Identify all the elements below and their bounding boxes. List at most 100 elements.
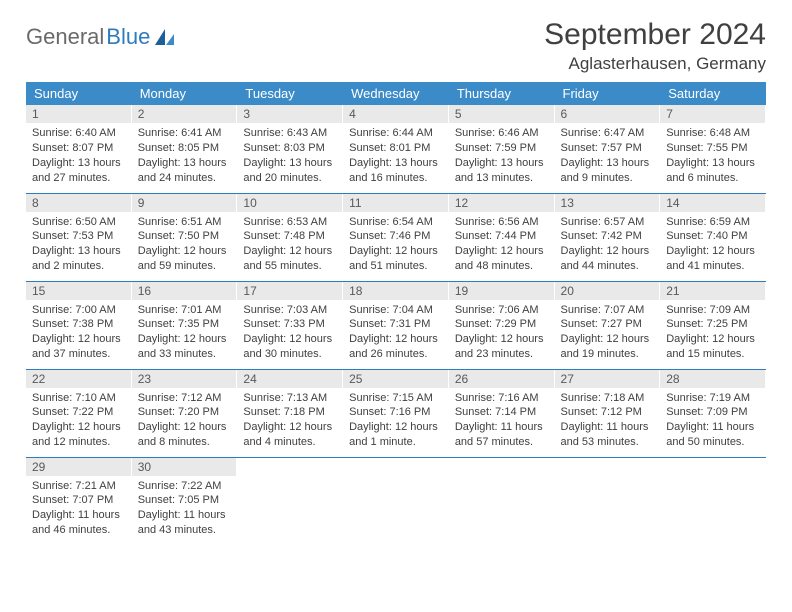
day-number: 30 [132,458,238,476]
day-number: 23 [132,370,238,388]
day-number: 2 [132,105,238,123]
day-number: 12 [449,194,555,212]
day-details: Sunrise: 7:00 AMSunset: 7:38 PMDaylight:… [26,300,132,366]
calendar-cell: 6Sunrise: 6:47 AMSunset: 7:57 PMDaylight… [555,105,661,193]
day-number: 13 [555,194,661,212]
day-number: 9 [132,194,238,212]
logo-text-general: General [26,24,104,50]
calendar-cell: 1Sunrise: 6:40 AMSunset: 8:07 PMDaylight… [26,105,132,193]
calendar-cell: 15Sunrise: 7:00 AMSunset: 7:38 PMDayligh… [26,281,132,369]
day-number: 22 [26,370,132,388]
day-details: Sunrise: 7:13 AMSunset: 7:18 PMDaylight:… [237,388,343,454]
calendar-cell: 14Sunrise: 6:59 AMSunset: 7:40 PMDayligh… [660,193,766,281]
calendar-cell: 7Sunrise: 6:48 AMSunset: 7:55 PMDaylight… [660,105,766,193]
day-details: Sunrise: 7:09 AMSunset: 7:25 PMDaylight:… [660,300,766,366]
day-details: Sunrise: 6:44 AMSunset: 8:01 PMDaylight:… [343,123,449,189]
day-number: 8 [26,194,132,212]
calendar-cell: 24Sunrise: 7:13 AMSunset: 7:18 PMDayligh… [237,369,343,457]
day-details: Sunrise: 7:16 AMSunset: 7:14 PMDaylight:… [449,388,555,454]
day-details: Sunrise: 7:21 AMSunset: 7:07 PMDaylight:… [26,476,132,542]
day-details: Sunrise: 6:48 AMSunset: 7:55 PMDaylight:… [660,123,766,189]
day-number: 17 [237,282,343,300]
calendar-cell: 25Sunrise: 7:15 AMSunset: 7:16 PMDayligh… [343,369,449,457]
day-details: Sunrise: 6:41 AMSunset: 8:05 PMDaylight:… [132,123,238,189]
calendar-cell: 10Sunrise: 6:53 AMSunset: 7:48 PMDayligh… [237,193,343,281]
day-number: 27 [555,370,661,388]
calendar-cell: 21Sunrise: 7:09 AMSunset: 7:25 PMDayligh… [660,281,766,369]
calendar-cell: 20Sunrise: 7:07 AMSunset: 7:27 PMDayligh… [555,281,661,369]
day-number: 7 [660,105,766,123]
calendar-cell: 30Sunrise: 7:22 AMSunset: 7:05 PMDayligh… [132,457,238,545]
calendar-cell-empty [343,457,449,545]
day-details: Sunrise: 7:07 AMSunset: 7:27 PMDaylight:… [555,300,661,366]
day-number: 4 [343,105,449,123]
day-details: Sunrise: 7:04 AMSunset: 7:31 PMDaylight:… [343,300,449,366]
day-details: Sunrise: 7:01 AMSunset: 7:35 PMDaylight:… [132,300,238,366]
calendar-cell-empty [237,457,343,545]
title-block: September 2024 Aglasterhausen, Germany [544,18,766,74]
day-details: Sunrise: 6:47 AMSunset: 7:57 PMDaylight:… [555,123,661,189]
calendar-row: 22Sunrise: 7:10 AMSunset: 7:22 PMDayligh… [26,369,766,457]
day-number: 15 [26,282,132,300]
weekday-header: Tuesday [237,82,343,105]
day-details: Sunrise: 7:06 AMSunset: 7:29 PMDaylight:… [449,300,555,366]
day-details: Sunrise: 6:43 AMSunset: 8:03 PMDaylight:… [237,123,343,189]
day-number: 20 [555,282,661,300]
day-details: Sunrise: 7:15 AMSunset: 7:16 PMDaylight:… [343,388,449,454]
day-details: Sunrise: 6:46 AMSunset: 7:59 PMDaylight:… [449,123,555,189]
weekday-header: Monday [132,82,238,105]
weekday-header-row: Sunday Monday Tuesday Wednesday Thursday… [26,82,766,105]
calendar-cell: 8Sunrise: 6:50 AMSunset: 7:53 PMDaylight… [26,193,132,281]
calendar-cell: 18Sunrise: 7:04 AMSunset: 7:31 PMDayligh… [343,281,449,369]
calendar-cell: 29Sunrise: 7:21 AMSunset: 7:07 PMDayligh… [26,457,132,545]
header: GeneralBlue September 2024 Aglasterhause… [26,18,766,74]
day-number: 26 [449,370,555,388]
day-number: 28 [660,370,766,388]
day-details: Sunrise: 7:03 AMSunset: 7:33 PMDaylight:… [237,300,343,366]
calendar-cell: 26Sunrise: 7:16 AMSunset: 7:14 PMDayligh… [449,369,555,457]
day-details: Sunrise: 6:56 AMSunset: 7:44 PMDaylight:… [449,212,555,278]
calendar-cell: 4Sunrise: 6:44 AMSunset: 8:01 PMDaylight… [343,105,449,193]
calendar-cell: 22Sunrise: 7:10 AMSunset: 7:22 PMDayligh… [26,369,132,457]
calendar-row: 15Sunrise: 7:00 AMSunset: 7:38 PMDayligh… [26,281,766,369]
day-number: 14 [660,194,766,212]
calendar-cell: 12Sunrise: 6:56 AMSunset: 7:44 PMDayligh… [449,193,555,281]
location-label: Aglasterhausen, Germany [544,54,766,74]
logo: GeneralBlue [26,18,176,50]
weekday-header: Friday [555,82,661,105]
weekday-header: Thursday [449,82,555,105]
calendar-cell: 11Sunrise: 6:54 AMSunset: 7:46 PMDayligh… [343,193,449,281]
calendar-cell-empty [555,457,661,545]
calendar-cell: 16Sunrise: 7:01 AMSunset: 7:35 PMDayligh… [132,281,238,369]
calendar-cell: 17Sunrise: 7:03 AMSunset: 7:33 PMDayligh… [237,281,343,369]
day-number: 3 [237,105,343,123]
day-details: Sunrise: 6:57 AMSunset: 7:42 PMDaylight:… [555,212,661,278]
calendar-cell: 28Sunrise: 7:19 AMSunset: 7:09 PMDayligh… [660,369,766,457]
day-number: 16 [132,282,238,300]
day-details: Sunrise: 6:59 AMSunset: 7:40 PMDaylight:… [660,212,766,278]
day-details: Sunrise: 6:53 AMSunset: 7:48 PMDaylight:… [237,212,343,278]
day-number: 11 [343,194,449,212]
logo-text-blue: Blue [106,24,150,50]
day-number: 25 [343,370,449,388]
calendar-row: 1Sunrise: 6:40 AMSunset: 8:07 PMDaylight… [26,105,766,193]
day-number: 21 [660,282,766,300]
calendar-table: Sunday Monday Tuesday Wednesday Thursday… [26,82,766,545]
weekday-header: Sunday [26,82,132,105]
weekday-header: Saturday [660,82,766,105]
day-details: Sunrise: 7:22 AMSunset: 7:05 PMDaylight:… [132,476,238,542]
calendar-cell: 23Sunrise: 7:12 AMSunset: 7:20 PMDayligh… [132,369,238,457]
day-number: 6 [555,105,661,123]
day-number: 29 [26,458,132,476]
calendar-cell: 9Sunrise: 6:51 AMSunset: 7:50 PMDaylight… [132,193,238,281]
calendar-cell-empty [660,457,766,545]
day-details: Sunrise: 6:54 AMSunset: 7:46 PMDaylight:… [343,212,449,278]
calendar-cell-empty [449,457,555,545]
day-number: 18 [343,282,449,300]
calendar-row: 29Sunrise: 7:21 AMSunset: 7:07 PMDayligh… [26,457,766,545]
calendar-cell: 2Sunrise: 6:41 AMSunset: 8:05 PMDaylight… [132,105,238,193]
month-title: September 2024 [544,18,766,52]
calendar-cell: 3Sunrise: 6:43 AMSunset: 8:03 PMDaylight… [237,105,343,193]
calendar-cell: 19Sunrise: 7:06 AMSunset: 7:29 PMDayligh… [449,281,555,369]
day-number: 10 [237,194,343,212]
